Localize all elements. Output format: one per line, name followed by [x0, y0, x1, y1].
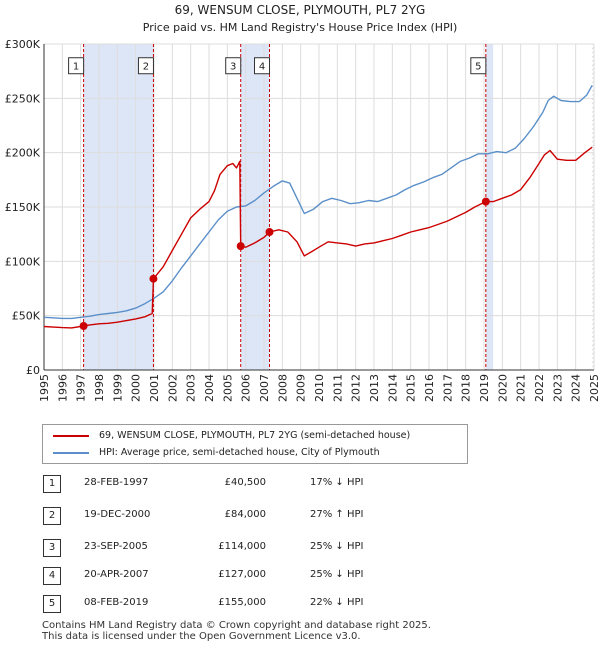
x-tick-label: 2014 — [386, 374, 399, 402]
sale-point — [265, 227, 274, 236]
sale-number-badge: 4 — [43, 567, 61, 585]
chart-title: 69, WENSUM CLOSE, PLYMOUTH, PL7 2YG — [175, 3, 426, 17]
sale-hpi-diff: 25% ↓ HPI — [310, 569, 364, 580]
sale-price: £155,000 — [218, 597, 266, 608]
sale-hpi-diff: 17% ↓ HPI — [310, 477, 364, 488]
sale-label-box — [137, 57, 154, 75]
x-tick-label: 2007 — [258, 374, 271, 402]
footer-attribution: Contains HM Land Registry data © Crown c… — [42, 620, 431, 642]
x-tick-label: 2025 — [588, 374, 600, 402]
x-tick-label: 2009 — [295, 374, 308, 402]
sale-label-number: 3 — [230, 62, 236, 73]
y-tick-label: £300K — [5, 38, 41, 51]
x-tick-label: 2010 — [313, 374, 326, 402]
sale-point — [79, 321, 88, 330]
sale-number-badge: 3 — [43, 539, 61, 557]
price-chart: 69, WENSUM CLOSE, PLYMOUTH, PL7 2YG Pric… — [5, 3, 600, 402]
x-tick-label: 1998 — [93, 374, 106, 402]
x-tick-label: 2006 — [240, 374, 253, 402]
sale-number-badge: 2 — [43, 507, 61, 525]
sale-label-number: 2 — [143, 62, 149, 73]
series-line-property — [43, 146, 593, 329]
sale-date: 20-APR-2007 — [84, 569, 149, 580]
chart-legend: 69, WENSUM CLOSE, PLYMOUTH, PL7 2YG (sem… — [42, 424, 468, 464]
sale-hpi-diff: 27% ↑ HPI — [310, 509, 364, 520]
x-tick-label: 1997 — [75, 374, 88, 402]
sale-price: £84,000 — [224, 509, 266, 520]
sale-date: 08-FEB-2019 — [84, 597, 149, 608]
x-tick-label: 2012 — [350, 374, 363, 402]
x-tick-label: 1999 — [111, 374, 124, 402]
sale-date: 19-DEC-2000 — [84, 509, 151, 520]
table-row: 2 19-DEC-2000 £84,000 27% ↑ HPI — [0, 507, 600, 525]
x-tick-label: 2004 — [203, 374, 216, 402]
sale-label-number: 5 — [475, 62, 481, 73]
sale-label-box — [254, 57, 270, 75]
x-tick-label: 2024 — [570, 374, 583, 402]
sale-label-box — [470, 57, 487, 75]
sale-number-badge: 5 — [43, 595, 61, 613]
x-tick-label: 2018 — [460, 374, 473, 402]
legend-swatch-property — [53, 435, 89, 437]
x-tick-label: 2001 — [148, 374, 161, 402]
series-line-hpi — [43, 84, 593, 320]
y-tick-label: £200K — [5, 147, 41, 160]
sale-label-number: 4 — [259, 62, 265, 73]
legend-label-hpi: HPI: Average price, semi-detached house,… — [99, 447, 380, 458]
sale-label-box — [68, 57, 85, 75]
x-tick-label: 2013 — [368, 374, 381, 402]
x-tick-label: 1996 — [56, 374, 69, 402]
sale-point — [481, 197, 490, 206]
x-tick-label: 2020 — [496, 374, 509, 402]
chart-subtitle: Price paid vs. HM Land Registry's House … — [143, 21, 458, 34]
x-tick-label: 2017 — [441, 374, 454, 402]
x-tick-label: 2011 — [331, 374, 344, 402]
x-tick-label: 2005 — [221, 374, 234, 402]
sale-price: £40,500 — [224, 477, 266, 488]
sale-number-badge: 1 — [43, 475, 61, 493]
sale-label-number: 1 — [73, 62, 79, 73]
x-tick-label: 2000 — [130, 374, 143, 402]
x-tick-label: 2015 — [405, 374, 418, 402]
x-tick-label: 2008 — [276, 374, 289, 402]
x-tick-label: 1995 — [38, 374, 51, 402]
table-row: 5 08-FEB-2019 £155,000 22% ↓ HPI — [0, 595, 600, 613]
x-tick-label: 2023 — [551, 374, 564, 402]
sale-hpi-diff: 25% ↓ HPI — [310, 541, 364, 552]
x-tick-label: 2016 — [423, 374, 436, 402]
y-tick-label: £100K — [5, 255, 41, 268]
x-tick-label: 2003 — [185, 374, 198, 402]
legend-swatch-hpi — [53, 452, 89, 454]
y-tick-label: £150K — [5, 201, 41, 214]
sale-hpi-diff: 22% ↓ HPI — [310, 597, 364, 608]
x-tick-label: 2019 — [478, 374, 491, 402]
x-tick-label: 2022 — [533, 374, 546, 402]
table-row: 1 28-FEB-1997 £40,500 17% ↓ HPI — [0, 475, 600, 493]
legend-label-property: 69, WENSUM CLOSE, PLYMOUTH, PL7 2YG (sem… — [99, 430, 411, 441]
y-tick-label: £50K — [12, 310, 41, 323]
sale-point — [149, 274, 158, 283]
sale-label-box — [225, 57, 242, 75]
x-tick-label: 2002 — [166, 374, 179, 402]
table-row: 3 23-SEP-2005 £114,000 25% ↓ HPI — [0, 539, 600, 557]
footer-line-1: Contains HM Land Registry data © Crown c… — [42, 620, 431, 631]
plot-area: £0 £50K £100K £150K £200K £250K £300K 1995 1996 1… — [5, 38, 600, 402]
footer-line-2: This data is licensed under the Open Gov… — [42, 631, 361, 642]
table-row: 4 20-APR-2007 £127,000 25% ↓ HPI — [0, 567, 600, 585]
sale-date: 28-FEB-1997 — [84, 477, 149, 488]
sale-price: £114,000 — [218, 541, 266, 552]
sale-point — [236, 242, 245, 251]
y-tick-label: £0 — [26, 364, 40, 377]
sale-price: £127,000 — [218, 569, 266, 580]
y-tick-label: £250K — [5, 92, 41, 105]
sale-date: 23-SEP-2005 — [84, 541, 148, 552]
x-tick-label: 2021 — [515, 374, 528, 402]
